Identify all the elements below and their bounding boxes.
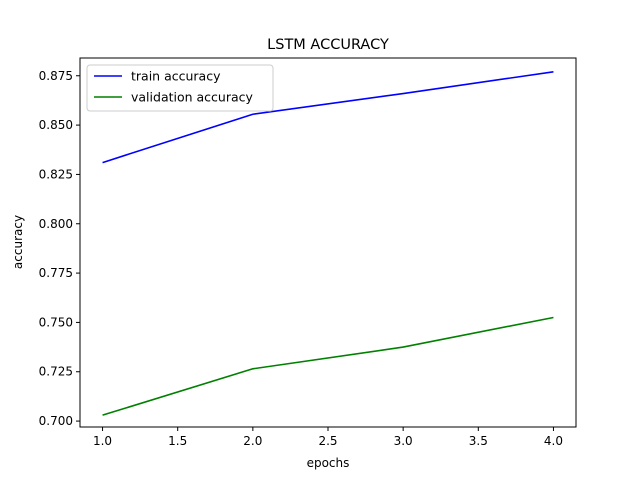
y-tick-label: 0.800: [39, 217, 73, 231]
plot-frame: [79, 57, 577, 428]
x-tick-label: 3.0: [394, 434, 413, 448]
series-line-validation-accuracy: [102, 316, 554, 416]
legend-box: [86, 64, 274, 112]
x-tick-label: 1.5: [168, 434, 187, 448]
y-tick-label: 0.825: [39, 167, 73, 181]
x-axis-label: epochs: [307, 456, 350, 470]
series-line-train-accuracy: [102, 71, 554, 164]
legend-label-validation-accuracy: validation accuracy: [131, 90, 254, 105]
legend: train accuracy validation accuracy: [86, 64, 274, 112]
legend-label-train-accuracy: train accuracy: [131, 69, 221, 84]
y-tick-label: 0.850: [39, 118, 73, 132]
y-tick-label: 0.700: [39, 414, 73, 428]
y-tick-label: 0.875: [39, 69, 73, 83]
x-tick-label: 3.5: [469, 434, 488, 448]
y-tick-label: 0.750: [39, 315, 73, 329]
x-tick-label: 1.0: [93, 434, 112, 448]
chart-title: LSTM ACCURACY: [267, 37, 389, 53]
y-tick-label: 0.725: [39, 365, 73, 379]
y-tick-label: 0.775: [39, 266, 73, 280]
y-axis-label: accuracy: [11, 215, 25, 269]
x-tick-label: 4.0: [544, 434, 563, 448]
x-tick-label: 2.5: [318, 434, 337, 448]
ticks-layer: 1.0 1.5 2.0 2.5 3.0 3.5 4.0 0.700 0.725 0.750 0.77…: [39, 69, 563, 448]
x-tick-label: 2.0: [243, 434, 262, 448]
series-layer: [102, 71, 554, 416]
